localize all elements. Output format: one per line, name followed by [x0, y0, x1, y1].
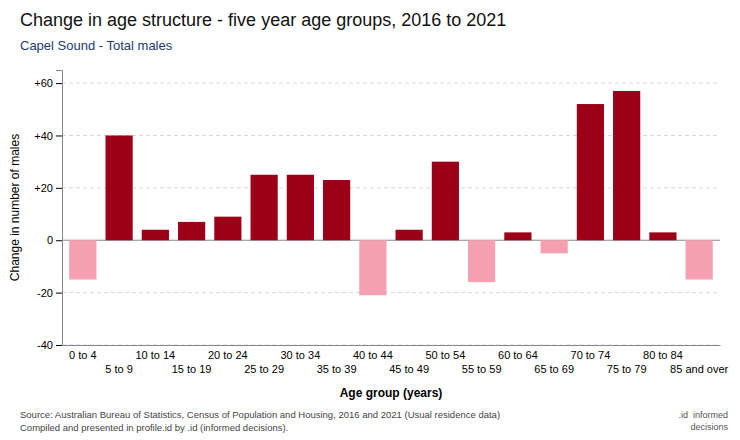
tick: 10 to 14: [135, 349, 175, 361]
tick: +40: [34, 129, 62, 141]
tick-label: 30 to 34: [280, 349, 320, 361]
bar: [686, 240, 713, 279]
tick: 45 to 49: [389, 363, 429, 375]
tick: 75 to 79: [607, 363, 647, 375]
axis-line: [56, 71, 63, 346]
bars: [69, 91, 712, 295]
tick: 70 to 74: [571, 349, 611, 361]
tick-label: 0 to 4: [69, 349, 97, 361]
bar: [287, 175, 314, 240]
bar: [396, 230, 423, 240]
tick-label: +60: [34, 77, 53, 89]
tick-label: 70 to 74: [571, 349, 611, 361]
bar: [613, 91, 640, 240]
grid: [62, 83, 720, 345]
tick: 5 to 9: [105, 363, 133, 375]
tick-label: 65 to 69: [534, 363, 574, 375]
bar: [577, 104, 604, 240]
tick-label: -20: [37, 287, 53, 299]
tick-mark: [56, 345, 62, 346]
tick-label: 25 to 29: [244, 363, 284, 375]
tick: +60: [34, 77, 62, 89]
tick-mark: [56, 83, 62, 84]
tick-label: 10 to 14: [135, 349, 175, 361]
bar: [432, 162, 459, 241]
tick-label: 45 to 49: [389, 363, 429, 375]
tick-label: 80 to 84: [643, 349, 683, 361]
bar: [178, 222, 205, 240]
chart: -40 -20 0 +20 +40 +60 0 to 4 5 to 910 to 14 15 t…: [0, 0, 740, 440]
bar: [214, 217, 241, 241]
tick-label: 50 to 54: [425, 349, 465, 361]
tick: 50 to 54: [425, 349, 465, 361]
tick: 40 to 44: [353, 349, 393, 361]
tick: -20: [37, 287, 62, 299]
source: Compiled and presented in profile.id by …: [20, 422, 288, 433]
grid-line: [62, 345, 720, 346]
bar: [251, 175, 278, 240]
grid-line: [62, 83, 720, 84]
tick: 20 to 24: [208, 349, 248, 361]
tick-label: 35 to 39: [317, 363, 357, 375]
bar: [323, 180, 350, 240]
y-axis: -40 -20 0 +20 +40 +60: [34, 71, 62, 352]
tick-label: 0: [47, 234, 53, 246]
bar: [106, 135, 133, 240]
tick-label: +20: [34, 182, 53, 194]
annotation: decisions: [690, 422, 728, 432]
tick: 55 to 59: [462, 363, 502, 375]
tick-mark: [56, 293, 62, 294]
tick-label: 75 to 79: [607, 363, 647, 375]
tick: 15 to 19: [172, 363, 212, 375]
y-axis-title: Change in number of males: [8, 134, 22, 281]
bar: [142, 230, 169, 240]
x-axis-title: Age group (years): [340, 386, 443, 400]
tick: 0: [47, 234, 62, 246]
tick: 0 to 4: [69, 349, 97, 361]
tick-mark: [56, 240, 62, 241]
subtitle: Capel Sound - Total males: [20, 38, 173, 53]
title: Change in age structure - five year age …: [20, 10, 506, 30]
tick-mark: [56, 188, 62, 189]
tick-mark: [56, 135, 62, 136]
tick-label: 55 to 59: [462, 363, 502, 375]
annotation: .id informed: [678, 410, 728, 420]
source: Source: Australian Bureau of Statistics,…: [20, 409, 500, 420]
tick-label: +40: [34, 129, 53, 141]
x-axis: 0 to 4 5 to 910 to 14 15 to 19 20 to 24 25 t…: [63, 346, 729, 375]
axis-line: [63, 345, 721, 346]
grid-line: [62, 292, 720, 293]
tick-label: 60 to 64: [498, 349, 538, 361]
tick: 65 to 69: [534, 363, 574, 375]
tick: -40: [37, 339, 62, 351]
bar: [468, 240, 495, 282]
bar: [649, 232, 676, 240]
tick: 30 to 34: [280, 349, 320, 361]
tick-label: 20 to 24: [208, 349, 248, 361]
tick-label: 40 to 44: [353, 349, 393, 361]
tick: 35 to 39: [317, 363, 357, 375]
bar: [504, 232, 531, 240]
tick-label: 85 and over: [670, 363, 728, 375]
plot: -40 -20 0 +20 +40 +60 0 to 4 5 to 910 to 14 15 t…: [34, 71, 728, 375]
tick: 25 to 29: [244, 363, 284, 375]
tick-label: 5 to 9: [105, 363, 133, 375]
tick: 60 to 64: [498, 349, 538, 361]
tick: +20: [34, 182, 62, 194]
bar: [69, 240, 96, 279]
tick: 80 to 84: [643, 349, 683, 361]
bar: [359, 240, 386, 295]
bar: [541, 240, 568, 253]
tick: 85 and over: [670, 363, 728, 375]
tick-label: -40: [37, 339, 53, 351]
tick-label: 15 to 19: [172, 363, 212, 375]
